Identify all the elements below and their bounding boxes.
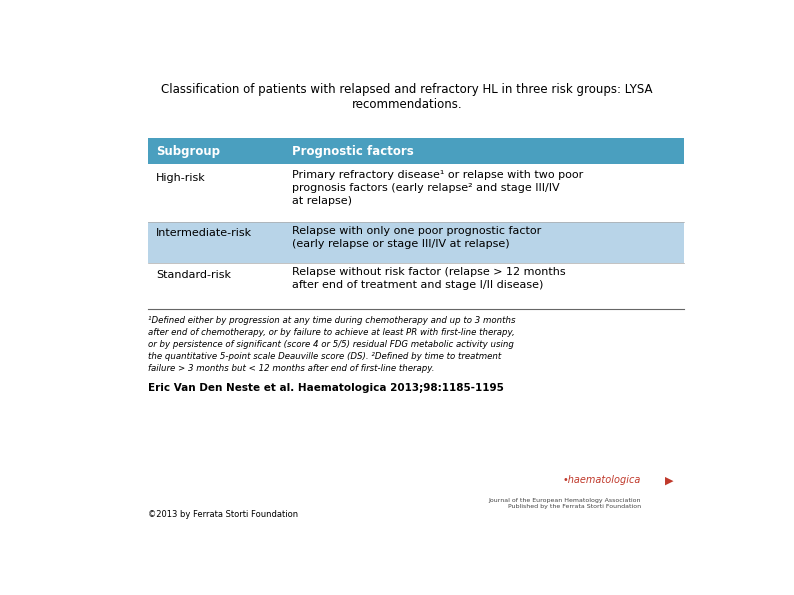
Text: •haematologica: •haematologica <box>562 475 641 485</box>
Text: Journal of the European Hematology Association
Published by the Ferrata Storti F: Journal of the European Hematology Assoc… <box>488 499 641 509</box>
Text: Classification of patients with relapsed and refractory HL in three risk groups:: Classification of patients with relapsed… <box>161 83 653 111</box>
FancyBboxPatch shape <box>148 222 684 263</box>
Text: Primary refractory disease¹ or relapse with two poor
prognosis factors (early re: Primary refractory disease¹ or relapse w… <box>292 170 584 206</box>
FancyBboxPatch shape <box>148 164 684 222</box>
Text: High-risk: High-risk <box>156 173 206 183</box>
Text: Eric Van Den Neste et al. Haematologica 2013;98:1185-1195: Eric Van Den Neste et al. Haematologica … <box>148 383 504 393</box>
Text: Relapse with only one poor prognostic factor
(early relapse or stage III/IV at r: Relapse with only one poor prognostic fa… <box>292 226 542 249</box>
Text: ©2013 by Ferrata Storti Foundation: ©2013 by Ferrata Storti Foundation <box>148 511 299 519</box>
FancyBboxPatch shape <box>148 138 684 164</box>
Text: Standard-risk: Standard-risk <box>156 270 231 280</box>
Text: Intermediate-risk: Intermediate-risk <box>156 228 252 238</box>
Text: Subgroup: Subgroup <box>156 145 220 158</box>
FancyBboxPatch shape <box>148 263 684 309</box>
Text: Prognostic factors: Prognostic factors <box>292 145 414 158</box>
Text: ▶: ▶ <box>665 476 674 486</box>
Text: ¹Defined either by progression at any time during chemotherapy and up to 3 month: ¹Defined either by progression at any ti… <box>148 315 516 373</box>
Text: Relapse without risk factor (relapse > 12 months
after end of treatment and stag: Relapse without risk factor (relapse > 1… <box>292 268 566 290</box>
